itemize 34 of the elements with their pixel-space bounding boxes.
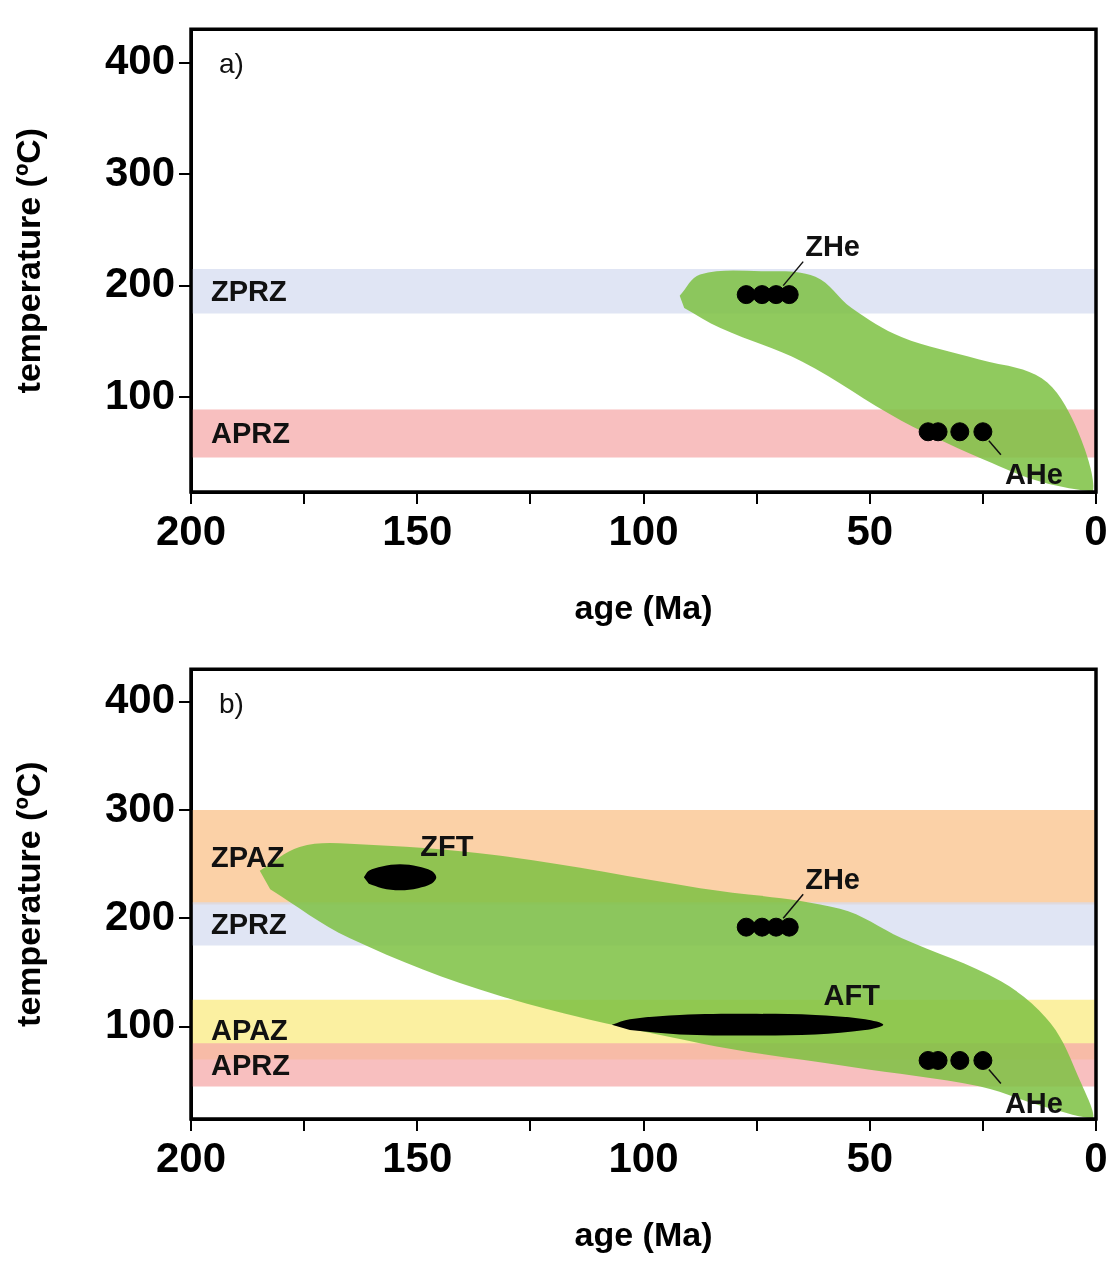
x-tick-label: 100 [608,506,679,554]
y-tick-label: 200 [104,259,175,307]
y-tick-label: 100 [104,370,175,418]
series-label: ZFT [420,829,474,862]
x-tick-label: 50 [846,1133,894,1181]
x-tick-label: 0 [1084,1133,1108,1181]
x-tick-label: 200 [155,506,227,554]
y-tick-label: 300 [104,147,175,195]
y-axis-title: temperature (ºC) [8,761,47,1027]
annotation: b) [219,687,244,719]
series-label: ZHe [805,862,860,895]
y-tick-label: 400 [104,675,175,723]
y-tick-label: 300 [104,783,175,831]
band-label: APAZ [211,1013,288,1046]
series-label: ZHe [805,230,860,263]
y-tick-label: 100 [104,1000,175,1048]
y-tick-label: 200 [104,892,175,940]
band-label: ZPRZ [211,275,287,308]
x-tick-label: 150 [382,1133,453,1181]
series-label: AFT [823,979,881,1012]
band-label: APRZ [211,1048,290,1081]
x-axis-title: age (Ma) [574,587,713,626]
band-label: ZPAZ [211,841,285,874]
y-axis-title: temperature (ºC) [8,127,47,394]
x-tick-label: 100 [608,1133,679,1181]
x-tick-label: 150 [382,506,453,554]
annotation: a) [219,47,244,79]
x-tick-label: 0 [1084,506,1108,554]
band-label: APRZ [211,417,290,450]
y-tick-label: 400 [104,36,175,84]
x-tick-label: 200 [155,1133,227,1181]
x-axis-title: age (Ma) [574,1214,713,1253]
x-tick-label: 50 [846,506,894,554]
band-label: ZPRZ [211,907,287,940]
